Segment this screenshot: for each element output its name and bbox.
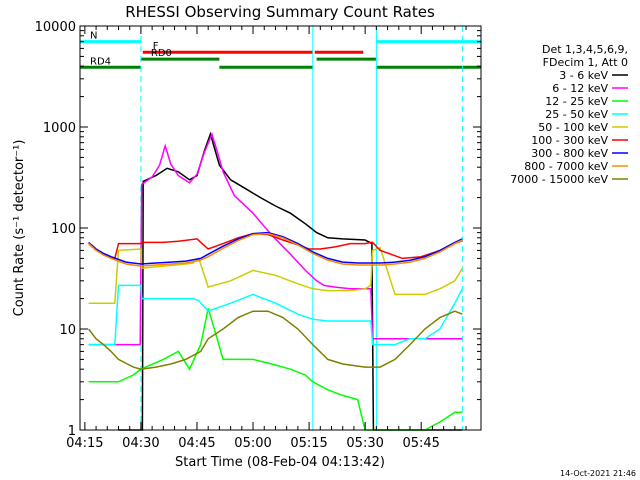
legend-entry-label: 12 - 25 keV: [545, 95, 608, 108]
x-tick-label: 05:00: [234, 436, 271, 451]
legend-entry-label: 300 - 800 keV: [531, 147, 608, 160]
legend-header: FDecim 1, Att 0: [543, 56, 628, 69]
timestamp: 14-Oct-2021 21:46: [560, 469, 636, 478]
legend-entry-label: 800 - 7000 keV: [524, 160, 608, 173]
x-tick-label: 04:15: [66, 436, 103, 451]
x-tick-label: 04:30: [122, 436, 159, 451]
series-line: [88, 131, 463, 346]
series-line: [88, 232, 463, 260]
y-tick-label: 10: [59, 323, 76, 338]
legend-entry-label: 50 - 100 keV: [538, 121, 608, 134]
x-axis: 04:15 04:30 04:45 05:00 05:15 05:30 05:45: [66, 26, 467, 451]
y-tick-label: 10000: [35, 20, 76, 35]
legend-header: Det 1,3,4,5,6,9,: [542, 43, 628, 56]
chart-title: RHESSI Observing Summary Count Rates: [125, 3, 435, 21]
legend-entry-label: 100 - 300 keV: [531, 134, 608, 147]
mode-bar-label: RD4: [90, 56, 111, 67]
y-axis-label: Count Rate (s⁻¹ detector⁻¹): [12, 140, 27, 317]
y-tick-label: 1: [68, 424, 76, 439]
series-layer: [88, 131, 463, 431]
x-tick-label: 04:45: [178, 436, 215, 451]
series-line: [118, 131, 463, 431]
mode-bar-label: N: [90, 31, 97, 42]
y-tick-label: 100: [51, 222, 76, 237]
x-tick-label: 05:30: [346, 436, 383, 451]
x-tick-label: 05:15: [290, 436, 327, 451]
series-line: [88, 246, 463, 304]
x-tick-label: 05:45: [402, 436, 439, 451]
y-tick-label: 1000: [43, 121, 76, 136]
series-line: [88, 232, 463, 267]
mode-bar-label: RD0: [151, 48, 172, 59]
series-line: [88, 231, 463, 265]
series-line: [88, 284, 463, 346]
legend: Det 1,3,4,5,6,9,FDecim 1, Att 03 - 6 keV…: [510, 43, 628, 186]
legend-entry-label: 25 - 50 keV: [545, 108, 608, 121]
legend-entry-label: 6 - 12 keV: [552, 82, 608, 95]
legend-entry-label: 7000 - 15000 keV: [510, 173, 608, 186]
x-axis-label: Start Time (08-Feb-04 04:13:42): [175, 455, 385, 470]
legend-entry-label: 3 - 6 keV: [559, 69, 608, 82]
mode-bar-label: F: [153, 41, 159, 52]
series-line: [88, 310, 463, 370]
y-axis: 1 10 100 1000 10000: [35, 20, 481, 439]
